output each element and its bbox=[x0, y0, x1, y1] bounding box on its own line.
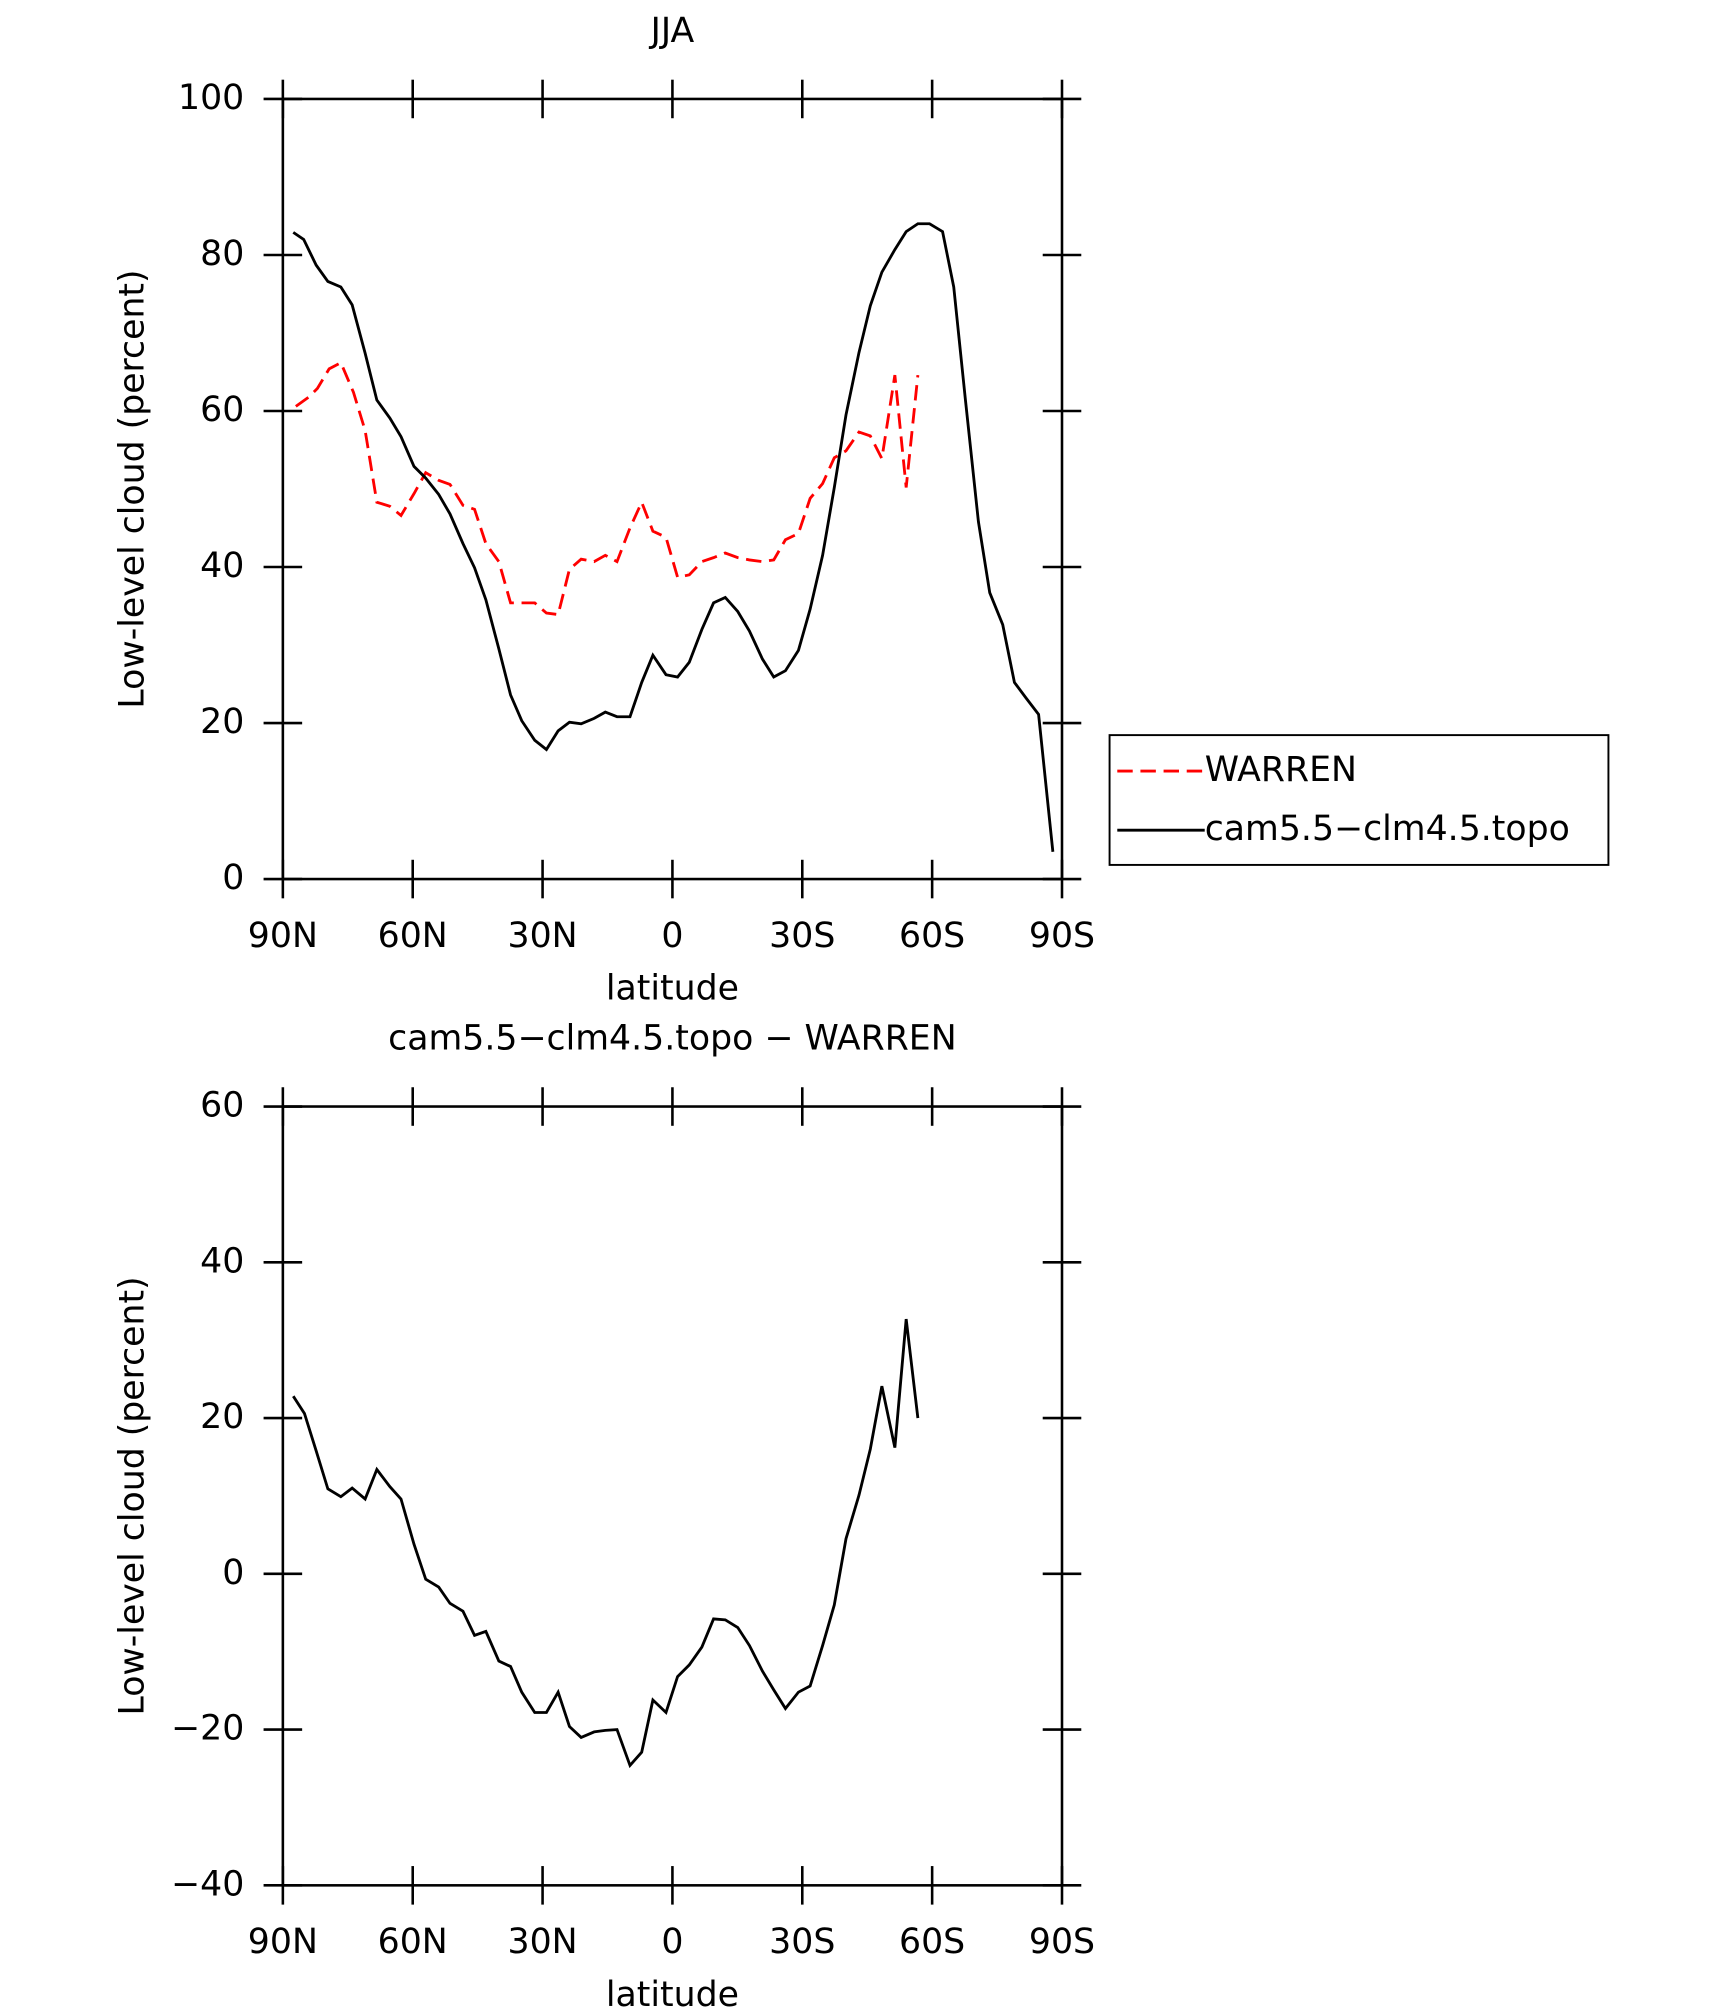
x-tick-label: 60N bbox=[378, 916, 448, 956]
x-tick-label: 60S bbox=[899, 916, 965, 956]
y-tick-label: 20 bbox=[200, 702, 244, 742]
x-tick-label: 30N bbox=[508, 1922, 578, 1962]
y-tick-label: 0 bbox=[222, 858, 244, 898]
data-line bbox=[292, 222, 1055, 852]
x-tick-label: 90S bbox=[1029, 916, 1095, 956]
x-tick-label: 30N bbox=[508, 916, 578, 956]
plot-frame bbox=[281, 97, 1064, 881]
y-tick-label: 100 bbox=[178, 78, 244, 118]
x-tick-label: 60S bbox=[899, 1922, 965, 1962]
x-tick-label: 90S bbox=[1029, 1922, 1095, 1962]
y-tick-label: 0 bbox=[222, 1553, 244, 1593]
x-axis-label: latitude bbox=[606, 1975, 739, 2010]
x-tick-label: 0 bbox=[661, 1922, 683, 1962]
chart-title: cam5.5−clm4.5.topo − WARREN bbox=[388, 1019, 957, 1059]
y-axis-label: Low-level cloud (percent) bbox=[113, 269, 153, 708]
y-tick-label: −20 bbox=[171, 1709, 244, 1749]
y-tick-label: 60 bbox=[200, 1086, 244, 1126]
data-line bbox=[292, 1318, 920, 1769]
legend-label: WARREN bbox=[1205, 750, 1357, 790]
y-tick-label: −40 bbox=[171, 1864, 244, 1904]
x-tick-label: 0 bbox=[661, 916, 683, 956]
x-axis-label: latitude bbox=[606, 969, 739, 1009]
x-tick-label: 90N bbox=[248, 1922, 318, 1962]
legend-label: cam5.5−clm4.5.topo bbox=[1205, 809, 1570, 849]
data-line bbox=[295, 360, 920, 617]
y-tick-label: 40 bbox=[200, 1241, 244, 1281]
x-tick-label: 90N bbox=[248, 916, 318, 956]
y-tick-label: 60 bbox=[200, 390, 244, 430]
x-tick-label: 60N bbox=[378, 1922, 448, 1962]
y-tick-label: 20 bbox=[200, 1397, 244, 1437]
x-tick-label: 30S bbox=[769, 1922, 835, 1962]
y-tick-label: 80 bbox=[200, 234, 244, 274]
y-tick-label: 40 bbox=[200, 546, 244, 586]
y-axis-label: Low-level cloud (percent) bbox=[113, 1276, 153, 1715]
x-tick-label: 30S bbox=[769, 916, 835, 956]
legend-box bbox=[1108, 734, 1610, 866]
chart-title: JJA bbox=[649, 11, 695, 51]
